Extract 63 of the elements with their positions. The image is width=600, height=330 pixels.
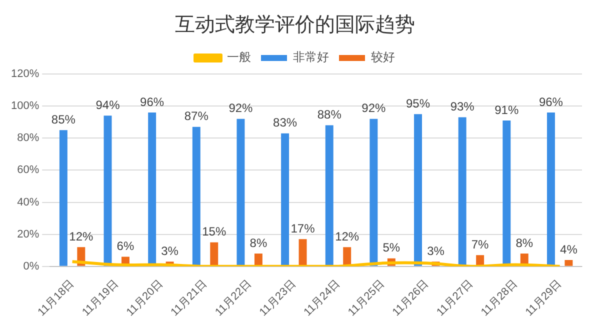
data-label: 15% bbox=[202, 224, 226, 239]
bar bbox=[370, 118, 378, 266]
data-label: 7% bbox=[471, 237, 490, 252]
y-tick-label: 20% bbox=[17, 228, 40, 240]
data-label: 8% bbox=[516, 236, 534, 250]
x-tick-label: 11月28日 bbox=[479, 278, 520, 319]
bar bbox=[59, 130, 68, 266]
data-label: 83% bbox=[273, 116, 298, 130]
data-label: 94% bbox=[96, 98, 120, 112]
x-tick-label: 11月24日 bbox=[302, 278, 342, 319]
data-label: 3% bbox=[161, 244, 179, 258]
bar bbox=[254, 254, 262, 266]
bar bbox=[343, 247, 352, 266]
data-label: 12% bbox=[335, 229, 360, 244]
data-label: 95% bbox=[406, 96, 430, 110]
x-tick-label: 11月21日 bbox=[168, 278, 210, 319]
data-label: 12% bbox=[69, 229, 94, 244]
bar bbox=[502, 120, 511, 266]
data-label: 88% bbox=[317, 108, 342, 122]
data-label: 92% bbox=[228, 101, 254, 116]
data-label: 96% bbox=[538, 94, 564, 109]
y-tick-label: 40% bbox=[17, 196, 40, 208]
data-label: 3% bbox=[427, 244, 445, 258]
y-tick-label: 80% bbox=[17, 132, 40, 144]
y-tick-label: 60% bbox=[17, 164, 40, 176]
data-label: 92% bbox=[362, 101, 386, 116]
bar bbox=[325, 125, 334, 266]
data-label: 8% bbox=[250, 236, 268, 250]
bar bbox=[458, 117, 466, 266]
data-label: 5% bbox=[382, 240, 400, 255]
y-tick-label: 120% bbox=[10, 68, 40, 80]
chart-title: 互动式教学评价的国际趋势 bbox=[175, 12, 415, 36]
bar bbox=[104, 116, 112, 266]
y-tick-label: 100% bbox=[10, 100, 40, 112]
data-label: 87% bbox=[184, 109, 209, 124]
legend-label: 非常好 bbox=[293, 50, 329, 64]
data-label: 6% bbox=[116, 239, 134, 254]
data-label: 4% bbox=[560, 242, 578, 256]
bar bbox=[546, 112, 555, 266]
bar bbox=[210, 242, 218, 266]
x-tick-label: 11月19日 bbox=[80, 278, 121, 319]
data-label: 93% bbox=[450, 100, 475, 114]
bar bbox=[564, 260, 573, 266]
data-label: 17% bbox=[290, 221, 316, 236]
y-tick-label: 0% bbox=[23, 260, 40, 272]
legend-label: 较好 bbox=[371, 50, 395, 64]
data-label: 91% bbox=[494, 102, 519, 117]
x-tick-label: 11月29日 bbox=[523, 278, 564, 319]
x-tick-label: 11月18日 bbox=[36, 278, 77, 319]
legend-label: 一般 bbox=[227, 50, 251, 64]
data-label: 96% bbox=[140, 94, 164, 109]
x-tick-label: 11月27日 bbox=[434, 278, 476, 319]
bar bbox=[192, 126, 200, 266]
x-tick-label: 11月26日 bbox=[390, 278, 432, 319]
bar bbox=[281, 133, 290, 266]
x-tick-label: 11月22日 bbox=[213, 278, 254, 319]
x-tick-label: 11月20日 bbox=[124, 278, 166, 319]
x-tick-label: 11月25日 bbox=[346, 278, 387, 319]
data-label: 85% bbox=[51, 112, 76, 126]
bar bbox=[236, 118, 245, 266]
bar bbox=[298, 239, 307, 266]
x-tick-label: 11月23日 bbox=[257, 278, 298, 319]
bar bbox=[414, 114, 422, 266]
